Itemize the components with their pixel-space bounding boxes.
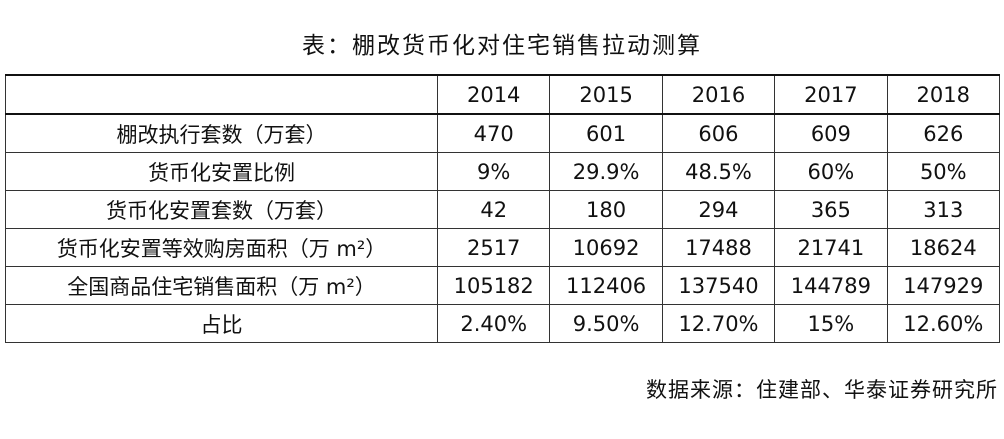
column-header: 2017	[774, 74, 888, 115]
column-header: 2018	[886, 74, 1001, 115]
table-row: 全国商品住宅销售面积（万 m²） 105182 112406 137540 144789…	[5, 266, 1001, 305]
table-row: 棚改执行套数（万套） 470 601 606 609 626	[5, 113, 1001, 153]
table-cell: 10692	[549, 228, 663, 267]
table-cell: 144789	[774, 266, 888, 305]
table-cell: 18624	[886, 228, 1001, 267]
row-label: 货币化安置等效购房面积（万 m²）	[5, 228, 438, 267]
table-row: 货币化安置等效购房面积（万 m²） 2517 10692 17488 21741 1862…	[5, 228, 1001, 267]
table-cell: 313	[886, 190, 1001, 229]
column-header: 2014	[436, 74, 551, 115]
table-row: 占比 2.40% 9.50% 12.70% 15% 12.60%	[5, 304, 1001, 343]
column-header: 2016	[661, 74, 776, 115]
table-cell: 180	[549, 190, 663, 229]
table-cell: 9.50%	[549, 304, 663, 343]
table-cell: 15%	[774, 304, 888, 343]
row-label: 货币化安置套数（万套）	[5, 190, 438, 229]
table-cell: 21741	[774, 228, 888, 267]
row-label: 全国商品住宅销售面积（万 m²）	[5, 266, 438, 305]
row-label: 货币化安置比例	[5, 152, 438, 191]
source-note: 数据来源：住建部、华泰证券研究所	[646, 378, 998, 402]
table-body: 棚改执行套数（万套） 470 601 606 609 626 货币化安置比例 9% 29.9% 4…	[5, 113, 1001, 343]
table-cell: 365	[774, 190, 888, 229]
table-cell: 606	[661, 113, 776, 153]
row-label: 占比	[5, 304, 438, 343]
table-cell: 105182	[436, 266, 551, 305]
table-cell: 42	[436, 190, 551, 229]
table-cell: 470	[436, 113, 551, 153]
table-cell: 137540	[661, 266, 776, 305]
table-cell: 12.70%	[661, 304, 776, 343]
table-title: 表：棚改货币化对住宅销售拉动测算	[302, 33, 702, 59]
table-cell: 294	[661, 190, 776, 229]
table-cell: 112406	[549, 266, 663, 305]
corner-cell	[5, 74, 438, 115]
table-cell: 17488	[661, 228, 776, 267]
column-header: 2015	[549, 74, 663, 115]
table-cell: 601	[549, 113, 663, 153]
table-cell: 60%	[774, 152, 888, 191]
row-label: 棚改执行套数（万套）	[5, 113, 438, 153]
table-cell: 50%	[886, 152, 1001, 191]
table-cell: 29.9%	[549, 152, 663, 191]
data-table: 2014 2015 2016 2017 2018 棚改执行套数（万套） 470 601 606…	[5, 74, 1001, 343]
table-cell: 48.5%	[661, 152, 776, 191]
header-row: 2014 2015 2016 2017 2018	[5, 74, 1001, 115]
table-cell: 2.40%	[436, 304, 551, 343]
table-cell: 9%	[436, 152, 551, 191]
table-cell: 626	[886, 113, 1001, 153]
table-row: 货币化安置套数（万套） 42 180 294 365 313	[5, 190, 1001, 229]
table-cell: 609	[774, 113, 888, 153]
table-cell: 2517	[436, 228, 551, 267]
table-cell: 12.60%	[886, 304, 1001, 343]
table-cell: 147929	[886, 266, 1001, 305]
table-row: 货币化安置比例 9% 29.9% 48.5% 60% 50%	[5, 152, 1001, 191]
